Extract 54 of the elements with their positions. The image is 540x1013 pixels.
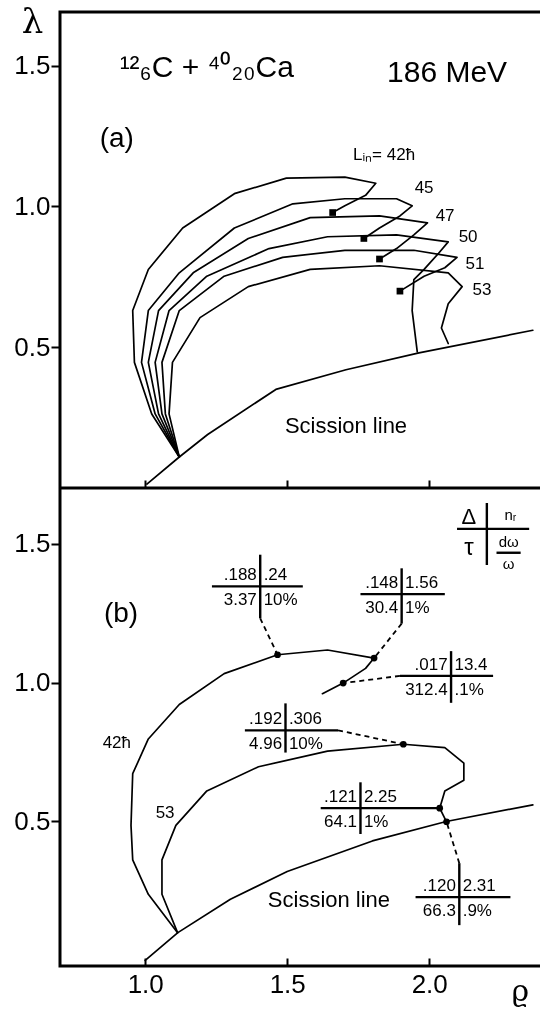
y-tick-label: 0.5 [14, 805, 51, 836]
annotation: Δ [461, 503, 477, 529]
annotation: .120 [422, 875, 456, 895]
annotation: 186 MeV [387, 54, 508, 88]
annotation: Scission line [284, 413, 408, 439]
annotation: .1% [454, 679, 484, 699]
annotation: nᵣ [504, 505, 517, 523]
y-tick-label: 1.0 [14, 190, 51, 221]
annotation: dω [498, 532, 520, 550]
annotation: .306 [288, 709, 322, 729]
annotation: 1.56 [405, 573, 439, 593]
y-tick-label: 1.0 [14, 667, 51, 698]
series-label: 47 [435, 206, 455, 226]
annotation: 2.31 [462, 875, 496, 895]
annotation: .121 [324, 787, 358, 807]
annotation: 64.1 [324, 812, 358, 832]
annotation: (a) [99, 121, 134, 153]
annotation: .9% [462, 901, 492, 921]
annotation: 4.96 [249, 734, 283, 754]
annotation: 10% [263, 590, 298, 610]
annotation: 3.37 [223, 590, 257, 610]
series-label: 45 [414, 178, 434, 198]
annotation: .24 [263, 565, 288, 585]
y-axis-title: λ [21, 0, 44, 41]
annotation: .017 [414, 654, 448, 674]
y-tick-label: 1.5 [14, 528, 51, 559]
x-tick-label: 1.0 [127, 969, 164, 1000]
annotation: 1% [405, 598, 430, 618]
annotation: (b) [103, 596, 139, 628]
annotation: 13.4 [454, 654, 488, 674]
annotation: .188 [223, 565, 257, 585]
annotation: 1% [363, 812, 389, 832]
x-axis-title: ϱ [511, 973, 530, 1009]
x-tick-label: 2.0 [411, 969, 448, 1000]
annotation: ω [502, 554, 515, 572]
annotation: .192 [249, 709, 283, 729]
annotation: .148 [365, 573, 399, 593]
x-tick-label: 1.5 [269, 969, 306, 1000]
annotation: 30.4 [365, 598, 399, 618]
y-tick-label: 1.5 [14, 50, 51, 81]
series-label: 53 [155, 803, 175, 823]
y-tick-label: 0.5 [14, 331, 51, 362]
annotation: 66.3 [422, 901, 456, 921]
series-label: 53 [472, 280, 492, 300]
annotation: 312.4 [405, 679, 448, 699]
annotation: ¹²₆C + ⁴⁰₂₀Ca [119, 50, 295, 84]
annotation: τ [464, 532, 475, 560]
series-label: 51 [465, 254, 485, 274]
annotation: Scission line [267, 887, 391, 913]
series-label: 50 [458, 227, 478, 247]
series-label: Lᵢₙ= 42ħ [352, 145, 416, 165]
annotation: 10% [288, 734, 323, 754]
annotation: 2.25 [363, 787, 397, 807]
series-label: 42ħ [102, 732, 131, 752]
